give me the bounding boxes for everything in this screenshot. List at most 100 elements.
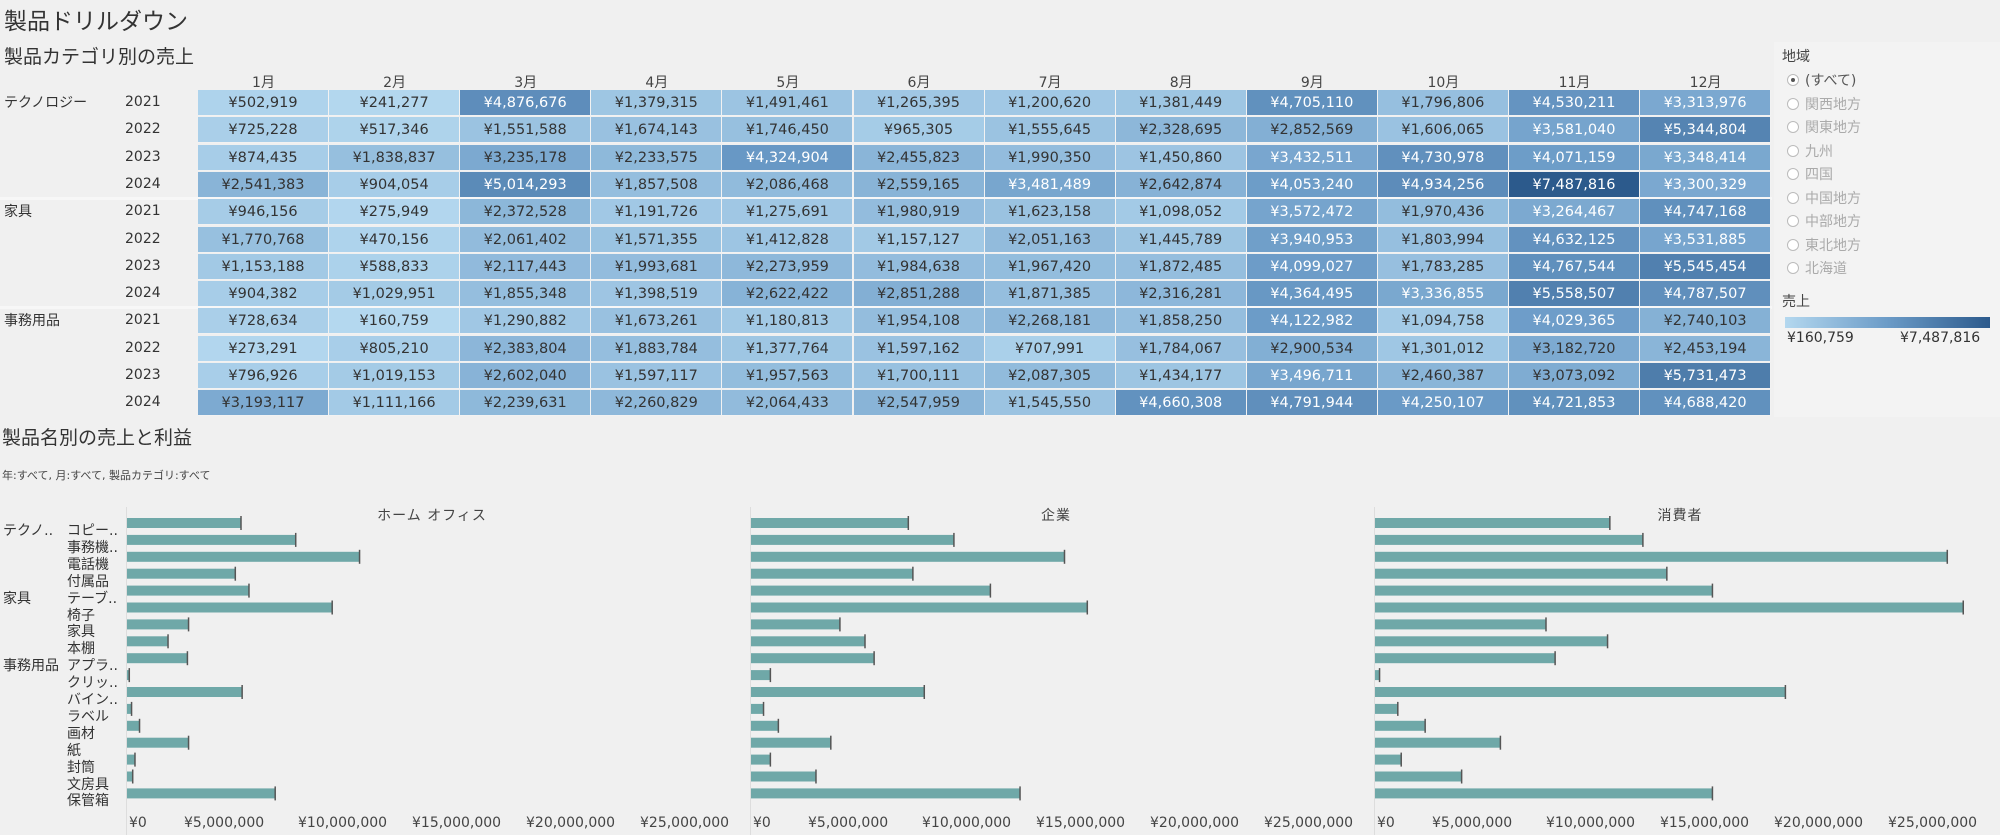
bar[interactable] (751, 534, 954, 545)
heatmap-cell[interactable]: ¥3,313,976 (1640, 90, 1772, 116)
heatmap-cell[interactable]: ¥728,634 (198, 308, 329, 335)
heatmap-cell[interactable]: ¥2,740,103 (1640, 308, 1772, 335)
heatmap-cell[interactable]: ¥1,450,860 (1115, 144, 1247, 171)
heatmap-cell[interactable]: ¥4,632,125 (1509, 226, 1640, 253)
heatmap-cell[interactable]: ¥517,346 (329, 117, 461, 144)
heatmap-cell[interactable]: ¥725,228 (198, 117, 329, 144)
heatmap-cell[interactable]: ¥3,496,711 (1246, 363, 1378, 389)
heatmap-cell[interactable]: ¥4,122,982 (1246, 308, 1378, 335)
heatmap-cell[interactable]: ¥4,747,168 (1640, 199, 1772, 226)
heatmap-cell[interactable]: ¥707,991 (984, 335, 1116, 362)
bar[interactable] (1375, 687, 1786, 697)
heatmap-cell[interactable]: ¥1,098,052 (1115, 199, 1247, 226)
heatmap-cell[interactable]: ¥7,487,816 (1509, 171, 1640, 198)
heatmap-cell[interactable]: ¥2,051,163 (984, 226, 1116, 253)
bar[interactable] (1375, 720, 1426, 731)
region-option[interactable]: (すべて) (1787, 70, 1856, 92)
bar[interactable] (751, 636, 865, 647)
bar[interactable] (127, 788, 276, 799)
heatmap-cell[interactable]: ¥1,857,508 (591, 171, 723, 198)
heatmap-cell[interactable]: ¥3,481,489 (984, 171, 1116, 198)
bar[interactable] (127, 568, 236, 579)
bar[interactable] (751, 788, 1021, 799)
heatmap-cell[interactable]: ¥1,838,837 (329, 144, 461, 171)
heatmap-cell[interactable]: ¥4,250,107 (1377, 390, 1509, 417)
heatmap-cell[interactable]: ¥1,858,250 (1115, 308, 1247, 335)
heatmap-cell[interactable]: ¥904,382 (198, 281, 329, 308)
heatmap-cell[interactable]: ¥5,014,293 (460, 171, 592, 198)
heatmap-cell[interactable]: ¥1,871,385 (984, 281, 1116, 308)
heatmap-cell[interactable]: ¥4,934,256 (1377, 171, 1509, 198)
bar[interactable] (1375, 619, 1546, 630)
heatmap-cell[interactable]: ¥1,094,758 (1377, 308, 1509, 335)
heatmap-cell[interactable]: ¥3,432,511 (1246, 144, 1378, 171)
bar[interactable] (127, 670, 130, 681)
region-option[interactable]: 中国地方 (1787, 188, 1861, 210)
heatmap-cell[interactable]: ¥1,019,153 (329, 363, 461, 389)
heatmap-cell[interactable]: ¥1,180,813 (722, 308, 854, 335)
heatmap-cell[interactable]: ¥3,572,472 (1246, 199, 1378, 226)
heatmap-cell[interactable]: ¥2,328,695 (1115, 117, 1247, 144)
heatmap-cell[interactable]: ¥4,705,110 (1246, 90, 1378, 116)
heatmap-cell[interactable]: ¥3,940,953 (1246, 226, 1378, 253)
radio-icon[interactable] (1787, 168, 1799, 180)
region-option[interactable]: 中部地方 (1787, 211, 1861, 233)
heatmap-cell[interactable]: ¥1,555,645 (984, 117, 1116, 144)
heatmap-cell[interactable]: ¥1,957,563 (722, 363, 854, 389)
radio-icon[interactable] (1787, 262, 1799, 274)
bar[interactable] (127, 534, 296, 545)
heatmap-cell[interactable]: ¥805,210 (329, 335, 461, 362)
bar[interactable] (751, 518, 909, 528)
bar[interactable] (751, 703, 764, 714)
bar[interactable] (1375, 568, 1667, 579)
bar[interactable] (127, 737, 189, 748)
bar[interactable] (1375, 771, 1462, 782)
heatmap-cell[interactable]: ¥1,379,315 (591, 90, 723, 116)
bar[interactable] (751, 771, 816, 782)
heatmap-cell[interactable]: ¥1,674,143 (591, 117, 723, 144)
heatmap-cell[interactable]: ¥1,954,108 (853, 308, 985, 335)
heatmap-cell[interactable]: ¥4,876,676 (460, 90, 592, 116)
heatmap-cell[interactable]: ¥1,872,485 (1115, 253, 1247, 280)
heatmap-cell[interactable]: ¥2,268,181 (984, 308, 1116, 335)
heatmap-cell[interactable]: ¥4,730,978 (1377, 144, 1509, 171)
bar[interactable] (1375, 670, 1380, 681)
bar[interactable] (127, 551, 360, 562)
heatmap-cell[interactable]: ¥1,412,828 (722, 226, 854, 253)
heatmap-cell[interactable]: ¥1,445,789 (1115, 226, 1247, 253)
heatmap-cell[interactable]: ¥3,193,117 (198, 390, 329, 417)
radio-icon[interactable] (1787, 74, 1799, 86)
heatmap-cell[interactable]: ¥1,551,588 (460, 117, 592, 144)
heatmap-cell[interactable]: ¥2,541,383 (198, 171, 329, 198)
heatmap-cell[interactable]: ¥1,967,420 (984, 253, 1116, 280)
heatmap-cell[interactable]: ¥3,300,329 (1640, 171, 1772, 198)
heatmap-cell[interactable]: ¥1,301,012 (1377, 335, 1509, 362)
heatmap-cell[interactable]: ¥2,602,040 (460, 363, 592, 389)
heatmap-cell[interactable]: ¥2,233,575 (591, 144, 723, 171)
heatmap-cell[interactable]: ¥1,993,681 (591, 253, 723, 280)
heatmap-cell[interactable]: ¥2,117,443 (460, 253, 592, 280)
heatmap-cell[interactable]: ¥1,491,461 (722, 90, 854, 116)
bar[interactable] (1375, 534, 1643, 545)
bar[interactable] (751, 687, 925, 697)
heatmap-cell[interactable]: ¥1,606,065 (1377, 117, 1509, 144)
heatmap-cell[interactable]: ¥5,731,473 (1640, 363, 1772, 389)
radio-icon[interactable] (1787, 238, 1799, 251)
radio-icon[interactable] (1787, 191, 1799, 204)
heatmap-cell[interactable]: ¥2,087,305 (984, 363, 1116, 389)
bar[interactable] (1375, 518, 1610, 528)
bar[interactable] (1375, 703, 1398, 714)
heatmap-cell[interactable]: ¥1,290,882 (460, 308, 592, 335)
heatmap-cell[interactable]: ¥1,157,127 (853, 226, 985, 253)
region-option[interactable]: 九州 (1787, 141, 1833, 163)
bar[interactable] (751, 602, 1088, 613)
bar[interactable] (127, 518, 241, 528)
bar[interactable] (751, 720, 779, 731)
heatmap-cell[interactable]: ¥1,980,919 (853, 199, 985, 226)
heatmap-cell[interactable]: ¥1,990,350 (984, 144, 1116, 171)
bar[interactable] (1375, 653, 1556, 664)
heatmap-cell[interactable]: ¥3,264,467 (1509, 199, 1640, 226)
bar[interactable] (751, 619, 840, 630)
heatmap-cell[interactable]: ¥2,260,829 (591, 390, 723, 417)
heatmap-cell[interactable]: ¥502,919 (198, 90, 329, 116)
